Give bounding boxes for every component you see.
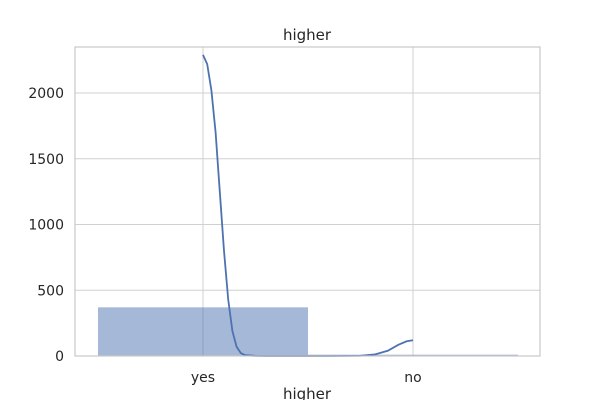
kde-line	[202, 54, 414, 357]
plot-frame	[74, 46, 541, 357]
bars	[98, 307, 518, 356]
y-tick-labels: 0 500 1000 1500 2000	[28, 86, 64, 365]
bar-yes	[98, 307, 308, 356]
x-tick-label-no: no	[404, 370, 421, 386]
bar-no	[308, 354, 518, 356]
grid	[75, 47, 540, 357]
x-tick-labels: yes no	[191, 370, 422, 386]
chart-title: higher	[283, 26, 332, 44]
x-tick-label-yes: yes	[191, 370, 215, 386]
y-tick-label: 1500	[28, 152, 64, 168]
x-axis-label: higher	[283, 385, 332, 400]
y-tick-label: 2000	[28, 86, 64, 102]
y-tick-label: 1000	[28, 218, 64, 234]
y-tick-label: 500	[37, 283, 64, 299]
y-tick-label: 0	[55, 349, 64, 365]
